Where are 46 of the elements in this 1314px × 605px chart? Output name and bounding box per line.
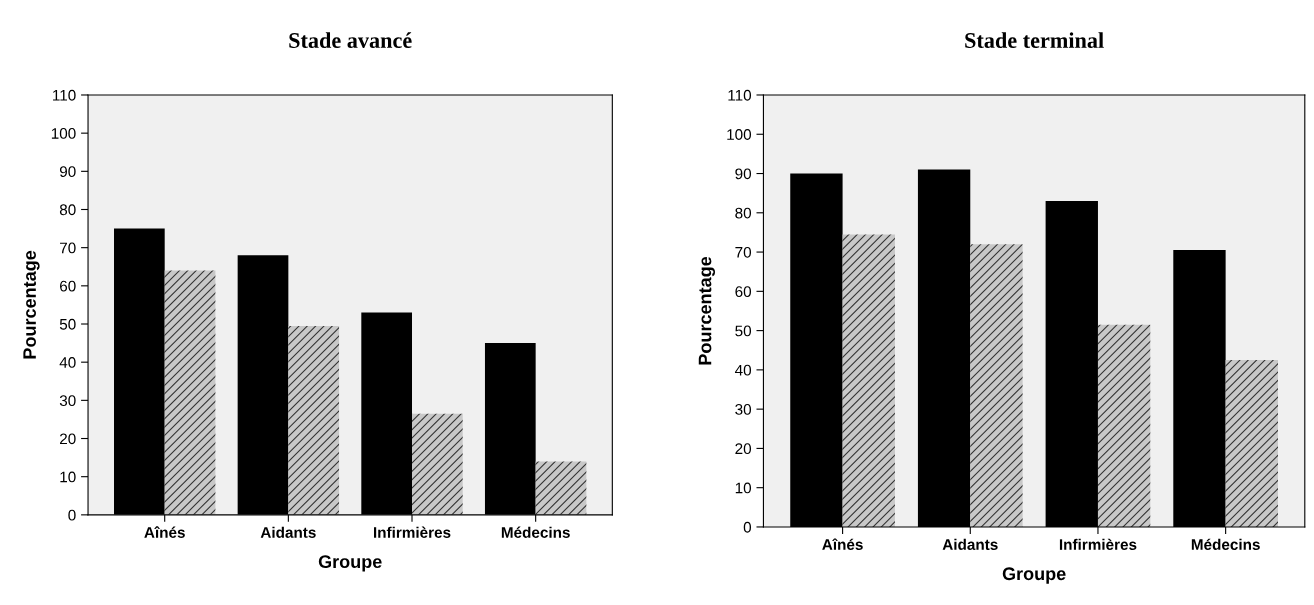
x-tick-label: Aînés (822, 538, 863, 550)
bar (535, 461, 587, 515)
y-tick-label: 50 (735, 325, 752, 337)
x-axis-title: Groupe (318, 555, 382, 572)
y-tick-label: 20 (735, 443, 752, 455)
y-tick-label: 100 (727, 129, 752, 140)
chart-title: Stade avancé (289, 32, 412, 48)
y-tick-label: 100 (51, 128, 76, 139)
y-tick-label: 10 (735, 482, 752, 494)
y-tick-label: 110 (53, 89, 76, 101)
y-tick-label: 0 (68, 509, 76, 521)
y-axis-title: Pourcentage (698, 256, 716, 365)
y-tick-label: 20 (60, 433, 76, 445)
x-axis-title: Groupe (1002, 567, 1066, 584)
y-axis-title: Pourcentage (23, 250, 40, 359)
y-tick-label: 110 (728, 89, 752, 101)
x-tick-label: Aînés (144, 526, 185, 538)
x-tick-label: Aidants (942, 538, 998, 550)
x-tick-label: Médecins (501, 526, 570, 538)
bar (842, 234, 895, 527)
bar (412, 413, 463, 515)
x-tick-label: Médecins (1191, 538, 1260, 550)
bar (288, 325, 340, 515)
y-tick-label: 30 (59, 395, 76, 407)
y-tick-label: 60 (60, 280, 76, 292)
y-tick-label: 80 (59, 204, 76, 216)
x-tick-label: Aidants (260, 526, 316, 538)
y-tick-label: 40 (734, 364, 752, 376)
y-tick-label: 70 (735, 246, 752, 258)
y-tick-label: 50 (59, 318, 76, 330)
bar (1097, 324, 1151, 527)
y-tick-label: 10 (60, 471, 76, 483)
y-tick-label: 90 (735, 168, 752, 180)
chart-title: Stade terminal (965, 32, 1104, 48)
y-tick-label: 30 (735, 404, 752, 415)
x-tick-label: Infirmières (1059, 538, 1137, 550)
y-tick-label: 90 (59, 166, 76, 178)
y-tick-label: 0 (743, 521, 752, 533)
x-tick-label: Infirmières (373, 526, 451, 538)
bar (1225, 360, 1278, 527)
y-tick-label: 60 (735, 286, 752, 298)
bar (970, 244, 1023, 527)
y-tick-label: 70 (60, 242, 76, 254)
y-tick-label: 80 (735, 207, 752, 219)
y-tick-label: 40 (59, 357, 76, 368)
bar (164, 270, 216, 515)
